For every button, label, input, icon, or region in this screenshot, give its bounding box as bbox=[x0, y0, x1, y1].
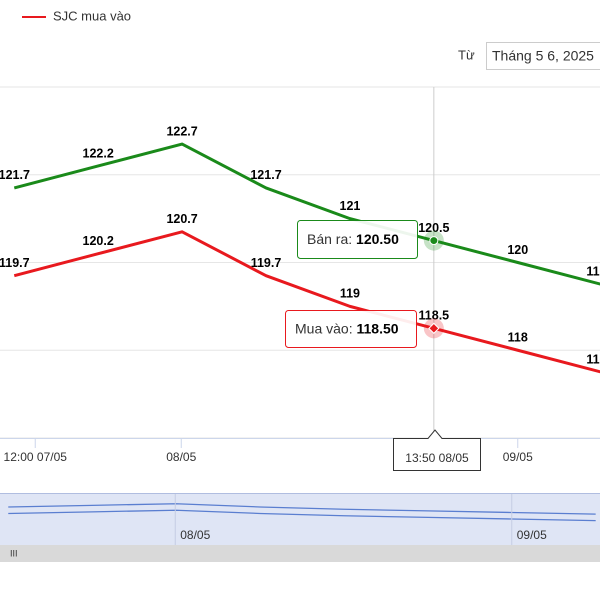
data-label: 118 bbox=[508, 331, 528, 345]
data-label: 120 bbox=[507, 243, 528, 257]
data-label: 121 bbox=[340, 199, 361, 213]
data-label: 117.5 bbox=[586, 352, 600, 366]
navigator-line bbox=[8, 509, 596, 522]
data-label: 119.7 bbox=[0, 256, 30, 270]
x-hover-label: 13:50 08/05 bbox=[405, 451, 469, 465]
data-label: 119 bbox=[340, 287, 360, 301]
scrollbar-grip: III bbox=[10, 548, 18, 558]
navigator-label: 09/05 bbox=[517, 528, 547, 542]
data-label: 122.2 bbox=[83, 146, 114, 160]
data-label: 119.5 bbox=[586, 265, 600, 279]
hover-marker bbox=[429, 236, 439, 246]
data-label: 120.7 bbox=[166, 212, 197, 226]
tooltip bbox=[285, 310, 417, 348]
data-label: 119.7 bbox=[251, 256, 282, 270]
data-label: 118.5 bbox=[419, 309, 450, 323]
navigator-label: 08/05 bbox=[180, 528, 210, 542]
tooltip-value: 120.50 bbox=[356, 231, 399, 247]
tooltip-label: Bán ra: bbox=[307, 231, 356, 247]
tooltip-label: Mua vào: bbox=[295, 320, 356, 336]
legend-label: SJC mua vào bbox=[53, 8, 131, 23]
x-tick-label: 12:00 07/05 bbox=[4, 450, 68, 464]
tooltip-text: Bán ra: 120.50 bbox=[307, 231, 399, 247]
range-label: Từ bbox=[458, 47, 475, 62]
tooltip-value: 118.50 bbox=[356, 320, 398, 336]
scrollbar[interactable] bbox=[0, 545, 600, 562]
tooltip-text: Mua vào: 118.50 bbox=[295, 320, 399, 336]
hover-marker bbox=[428, 322, 440, 334]
range-input[interactable] bbox=[486, 42, 600, 70]
data-label: 121.7 bbox=[250, 168, 281, 182]
navigator-line bbox=[8, 503, 596, 515]
x-tick-label: 08/05 bbox=[166, 450, 196, 464]
data-label: 120.5 bbox=[418, 221, 449, 235]
range-input-text: Tháng 5 6, 2025 bbox=[492, 48, 594, 64]
data-label: 120.2 bbox=[83, 234, 114, 248]
series-line bbox=[13, 142, 600, 286]
series-line bbox=[13, 230, 600, 374]
x-hover-box bbox=[393, 429, 481, 471]
x-tick-label: 09/05 bbox=[503, 450, 533, 464]
data-label: 121.7 bbox=[0, 168, 30, 182]
tooltip bbox=[297, 220, 418, 259]
data-label: 122.7 bbox=[166, 124, 197, 138]
